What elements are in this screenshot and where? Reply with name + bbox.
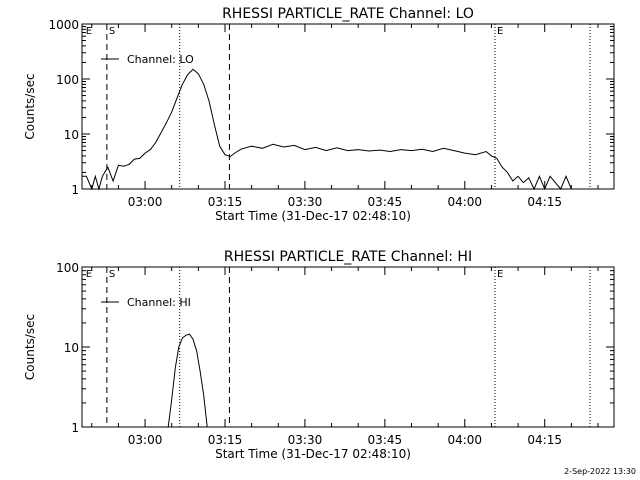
- x-tick-label: 03:45: [368, 195, 403, 209]
- y-tick-label: 1: [71, 183, 79, 197]
- marker-label: E: [86, 26, 92, 37]
- legend-label: Channel: LO: [127, 53, 194, 66]
- chart-title: RHESSI PARTICLE_RATE Channel: HI: [224, 249, 472, 265]
- x-tick-label: 03:00: [128, 195, 163, 209]
- chart-panel-hi: RHESSI PARTICLE_RATE Channel: HI 1 10 100 03…: [23, 249, 615, 461]
- marker-label: E: [497, 26, 503, 37]
- y-tick-label: 1: [71, 421, 79, 435]
- series-line: [167, 333, 208, 428]
- x-tick-label: 04:15: [527, 195, 562, 209]
- x-tick-label: 03:30: [288, 195, 323, 209]
- legend-label: Channel: HI: [127, 296, 191, 309]
- plot-frame: [81, 23, 615, 190]
- marker-label: S: [109, 26, 115, 37]
- x-tick-label: 03:15: [208, 195, 243, 209]
- x-axis-label: Start Time (31-Dec-17 02:48:10): [215, 447, 411, 461]
- x-tick-label: 03:00: [128, 433, 163, 447]
- x-axis-label: Start Time (31-Dec-17 02:48:10): [215, 209, 411, 223]
- chart-panel-lo: RHESSI PARTICLE_RATE Channel: LO 1 10 100 10…: [23, 6, 615, 223]
- marker-label: S: [109, 269, 115, 280]
- marker-label: E: [497, 269, 503, 280]
- y-tick-label: 10: [64, 128, 79, 142]
- y-tick-label: 100: [56, 261, 79, 275]
- series-line: [82, 68, 572, 191]
- x-tick-label: 03:45: [368, 433, 403, 447]
- y-axis-label: Counts/sec: [23, 73, 37, 139]
- y-tick-label: 10: [64, 341, 79, 355]
- y-tick-label: 100: [56, 73, 79, 87]
- chart-title: RHESSI PARTICLE_RATE Channel: LO: [222, 6, 474, 22]
- y-axis-label: Counts/sec: [23, 314, 37, 380]
- plot-frame: [81, 266, 615, 428]
- x-tick-label: 04:00: [447, 433, 482, 447]
- x-tick-label: 03:15: [208, 433, 243, 447]
- y-tick-label: 1000: [48, 18, 79, 32]
- x-tick-label: 04:00: [447, 195, 482, 209]
- marker-label: E: [86, 269, 92, 280]
- x-tick-label: 04:15: [527, 433, 562, 447]
- footer-date: 2-Sep-2022 13:30: [564, 467, 636, 476]
- x-tick-label: 03:30: [288, 433, 323, 447]
